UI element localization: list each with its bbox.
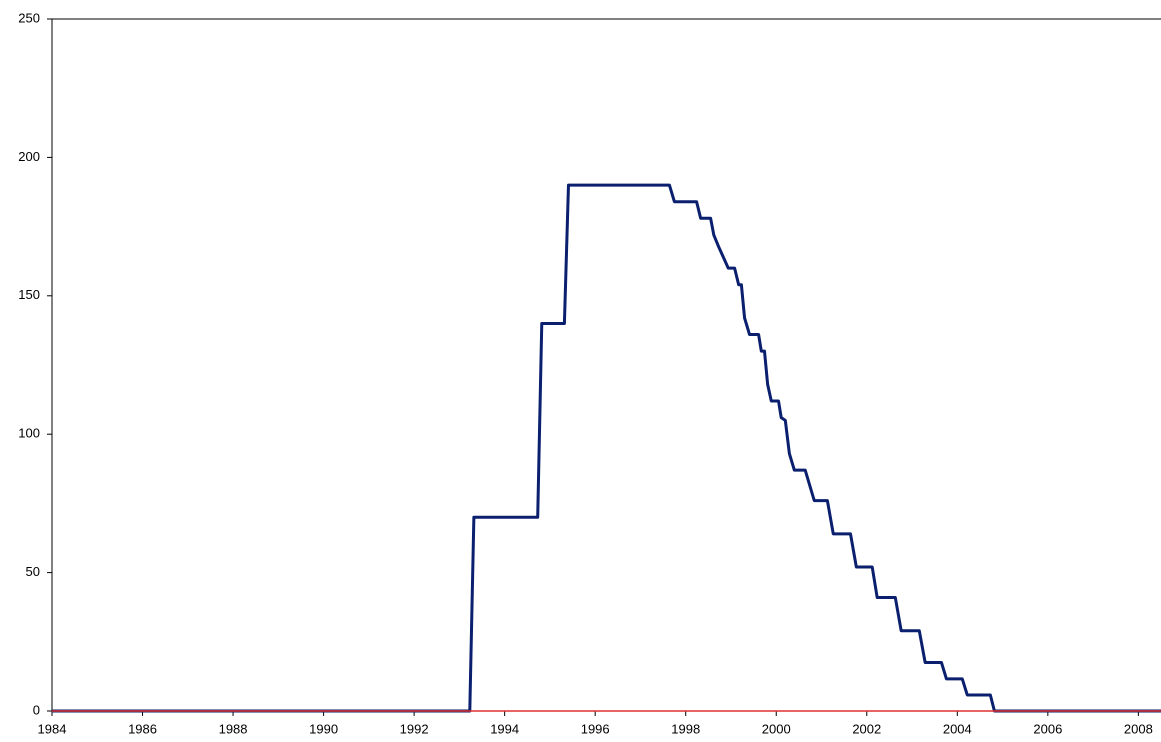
x-tick-label: 2006	[1033, 721, 1062, 736]
x-tick-label: 1984	[38, 721, 67, 736]
y-tick-label: 150	[18, 287, 40, 302]
y-tick-label: 50	[26, 564, 40, 579]
x-tick-label: 2004	[943, 721, 972, 736]
x-tick-label: 1996	[581, 721, 610, 736]
y-tick-label: 250	[18, 10, 40, 25]
x-tick-label: 2002	[852, 721, 881, 736]
x-tick-label: 1988	[219, 721, 248, 736]
x-tick-label: 1986	[128, 721, 157, 736]
x-tick-label: 1994	[490, 721, 519, 736]
x-tick-label: 1992	[400, 721, 429, 736]
data-line	[52, 183, 1161, 713]
x-tick-label: 2008	[1124, 721, 1153, 736]
y-tick-label: 100	[18, 426, 40, 441]
y-tick-label: 0	[33, 702, 40, 717]
x-tick-label: 2000	[762, 721, 791, 736]
y-tick-label: 200	[18, 149, 40, 164]
x-tick-label: 1998	[671, 721, 700, 736]
x-tick-label: 1990	[309, 721, 338, 736]
